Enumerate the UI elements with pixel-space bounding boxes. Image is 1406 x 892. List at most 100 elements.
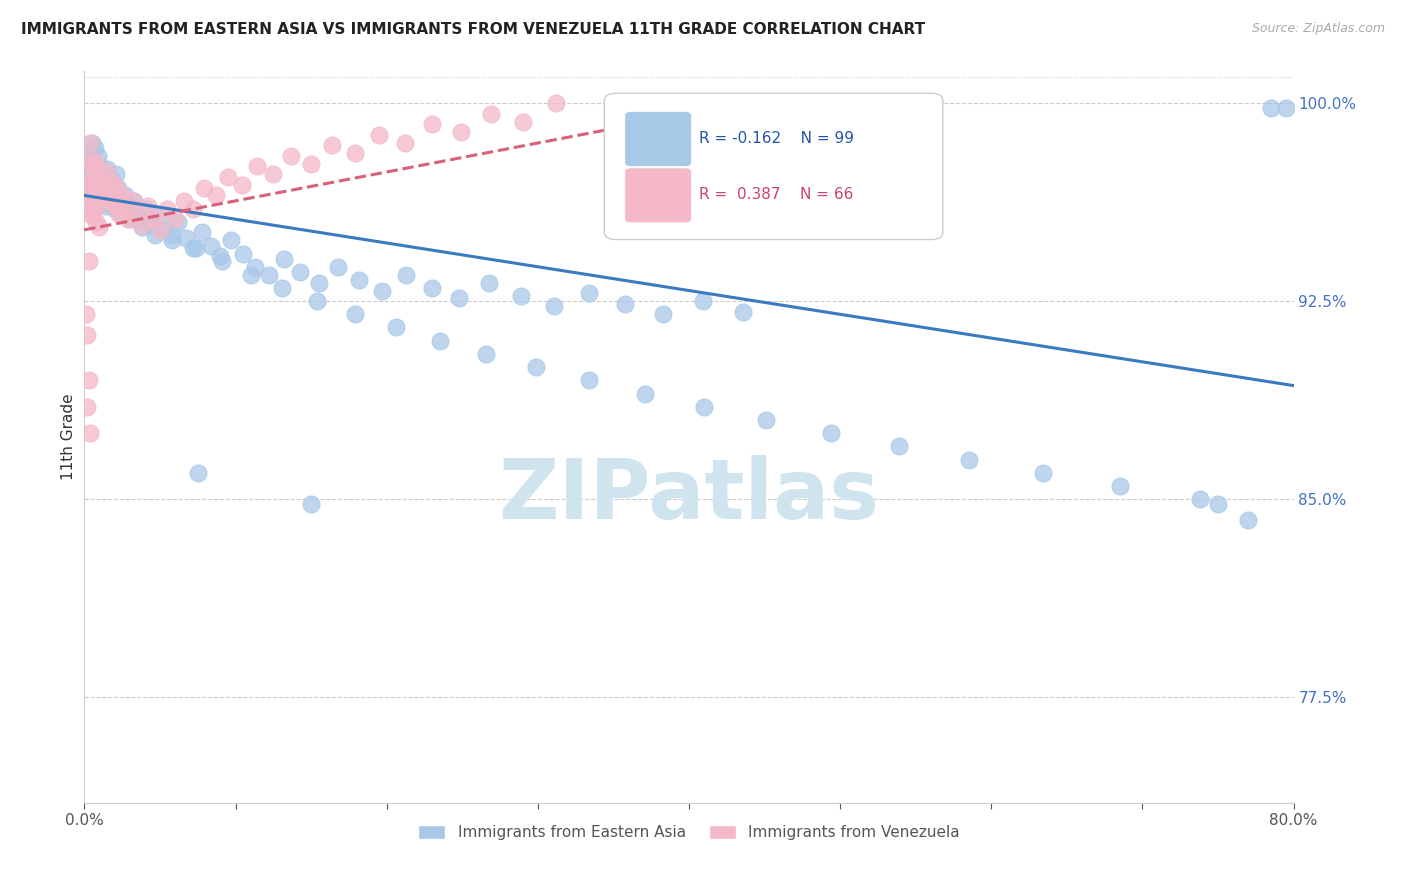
Point	[239, 268, 262, 282]
Point	[79, 175, 101, 189]
Point	[84, 141, 107, 155]
Point	[1032, 466, 1054, 480]
Point	[93, 172, 115, 186]
Point	[957, 452, 980, 467]
Point	[1275, 101, 1298, 115]
Point	[86, 178, 108, 192]
Text: Source: ZipAtlas.com: Source: ZipAtlas.com	[1251, 22, 1385, 36]
Point	[243, 260, 266, 274]
Point	[479, 106, 502, 120]
Text: R = -0.162    N = 99: R = -0.162 N = 99	[699, 131, 853, 146]
FancyBboxPatch shape	[624, 112, 692, 167]
Point	[173, 194, 195, 208]
Text: R =  0.387    N = 66: R = 0.387 N = 66	[699, 187, 853, 202]
Point	[512, 114, 534, 128]
Point	[122, 194, 145, 208]
Point	[91, 188, 114, 202]
Point	[219, 233, 242, 247]
Point	[131, 220, 153, 235]
Point	[1188, 492, 1211, 507]
Point	[578, 373, 600, 387]
Point	[524, 360, 547, 375]
Point	[475, 347, 498, 361]
Point	[614, 297, 637, 311]
Point	[1108, 479, 1130, 493]
Point	[76, 188, 98, 202]
Point	[262, 167, 284, 181]
Point	[77, 254, 100, 268]
Point	[290, 265, 312, 279]
Point	[80, 196, 103, 211]
Point	[86, 215, 108, 229]
Point	[76, 400, 98, 414]
Point	[186, 241, 208, 255]
Point	[145, 228, 167, 243]
FancyBboxPatch shape	[624, 168, 692, 223]
Point	[94, 199, 117, 213]
Point	[165, 212, 187, 227]
Point	[97, 178, 120, 192]
Point	[80, 136, 103, 150]
Point	[104, 202, 127, 216]
Point	[205, 188, 228, 202]
Point	[114, 202, 136, 216]
Point	[820, 426, 842, 441]
Point	[117, 199, 139, 213]
Point	[121, 202, 143, 216]
Point	[578, 286, 600, 301]
Point	[107, 194, 129, 208]
Point	[117, 212, 139, 227]
Point	[79, 154, 101, 169]
Point	[139, 218, 162, 232]
Point	[155, 223, 177, 237]
Point	[450, 125, 472, 139]
Point	[84, 178, 107, 192]
Point	[89, 160, 111, 174]
Point	[200, 238, 222, 252]
Point	[104, 199, 127, 213]
Point	[107, 180, 129, 194]
Point	[449, 292, 471, 306]
Point	[96, 162, 118, 177]
Point	[89, 183, 111, 197]
Point	[82, 207, 104, 221]
Point	[111, 188, 134, 202]
Point	[733, 304, 755, 318]
Point	[693, 400, 716, 414]
Point	[149, 210, 172, 224]
Point	[90, 188, 112, 202]
Point	[174, 230, 197, 244]
Point	[139, 215, 162, 229]
Point	[181, 202, 204, 216]
Point	[108, 207, 131, 221]
Point	[543, 299, 565, 313]
Point	[231, 178, 253, 192]
Point	[120, 212, 142, 227]
Point	[89, 220, 111, 235]
Point	[84, 191, 107, 205]
Point	[94, 183, 117, 197]
Point	[1206, 497, 1229, 511]
Point	[84, 154, 107, 169]
Point	[160, 233, 183, 247]
Point	[395, 268, 418, 282]
Point	[420, 281, 443, 295]
Point	[76, 328, 98, 343]
Point	[307, 294, 329, 309]
Point	[75, 307, 97, 321]
Point	[328, 260, 350, 274]
Point	[79, 199, 101, 213]
Point	[349, 273, 371, 287]
Point	[79, 426, 101, 441]
Point	[273, 252, 295, 266]
Point	[510, 289, 533, 303]
Point	[82, 188, 104, 202]
Point	[77, 154, 100, 169]
Point	[82, 172, 104, 186]
Point	[127, 207, 149, 221]
Point	[209, 249, 232, 263]
Point	[87, 180, 110, 194]
Point	[76, 162, 98, 177]
Point	[101, 188, 124, 202]
Point	[420, 117, 443, 131]
